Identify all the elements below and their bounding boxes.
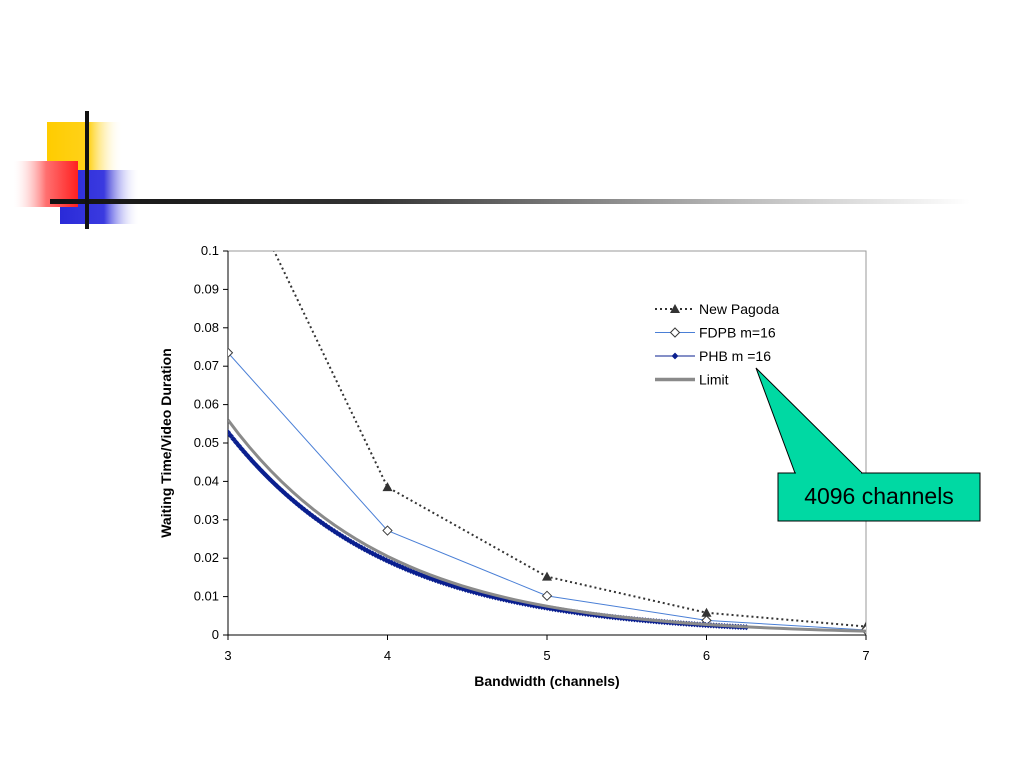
x-axis-title: Bandwidth (channels) <box>474 673 619 689</box>
y-tick-label: 0.1 <box>201 243 219 258</box>
legend: New Pagoda FDPB m=16 PHB m =16 Limit <box>655 301 779 388</box>
data-point-diamond <box>315 517 322 524</box>
data-point-diamond <box>345 536 352 543</box>
data-point-diamond <box>671 352 679 360</box>
data-point-diamond <box>306 510 313 517</box>
data-point-diamond <box>309 512 316 520</box>
x-tick-label: 3 <box>224 648 231 663</box>
data-point-diamond <box>328 526 335 533</box>
legend-label: PHB m =16 <box>699 348 771 364</box>
legend-item: PHB m =16 <box>655 348 771 364</box>
callout: 4096 channels <box>755 367 981 522</box>
data-point-diamond <box>388 559 395 566</box>
legend-label: New Pagoda <box>699 301 779 317</box>
header-rule <box>50 199 970 204</box>
y-tick-label: 0 <box>212 627 219 642</box>
data-point-diamond <box>361 546 368 553</box>
data-point-diamond <box>301 506 308 513</box>
data-point-diamond <box>350 540 357 547</box>
callout-box <box>777 472 981 522</box>
legend-item: New Pagoda <box>655 301 779 317</box>
data-point-diamond <box>295 502 302 509</box>
data-point-diamond <box>669 327 681 338</box>
callout-label: 4096 channels <box>804 483 954 509</box>
data-point-diamond <box>541 590 553 602</box>
data-point-diamond <box>342 535 349 542</box>
data-point-diamond <box>382 525 393 536</box>
data-point-diamond <box>304 508 311 515</box>
data-point-diamond <box>228 429 232 436</box>
legend-item: Limit <box>655 372 729 388</box>
data-point-diamond <box>377 554 384 561</box>
data-point-diamond <box>375 553 382 560</box>
y-tick-label: 0.07 <box>194 358 219 373</box>
data-point-diamond <box>394 562 401 569</box>
y-tick-label: 0.05 <box>194 435 219 450</box>
y-tick-label: 0.01 <box>194 589 219 604</box>
data-point-diamond <box>228 432 234 439</box>
data-point-diamond <box>246 455 253 462</box>
axes: 0 0.01 0.02 0.03 0.04 0.05 0.06 0.07 0.08 0.09 0.1… <box>194 243 870 663</box>
data-point-triangle <box>223 150 233 159</box>
data-point-diamond <box>331 528 338 535</box>
y-tick-label: 0.09 <box>194 281 219 296</box>
data-point-diamond <box>293 500 300 507</box>
data-point-diamond <box>323 522 330 529</box>
data-point-triangle <box>382 482 393 492</box>
data-point-diamond <box>238 445 245 452</box>
data-point-diamond <box>228 347 234 358</box>
x-tick-label: 6 <box>703 648 710 663</box>
data-point-diamond <box>358 544 365 551</box>
legend-item: FDPB m=16 <box>655 325 776 341</box>
y-axis-title: Waiting Time/Video Duration <box>158 348 174 538</box>
data-point-diamond <box>233 439 240 446</box>
y-tick-label: 0.04 <box>194 473 219 488</box>
data-point-diamond <box>235 442 242 449</box>
data-point-diamond <box>230 436 237 443</box>
series-line-limit <box>228 419 866 633</box>
data-point-triangle <box>670 304 680 313</box>
data-point-diamond <box>339 533 346 540</box>
legend-label: Limit <box>699 372 729 388</box>
y-tick-label: 0.06 <box>194 397 219 412</box>
data-point-triangle <box>701 607 712 617</box>
data-point-diamond <box>369 550 376 557</box>
y-tick-label: 0.02 <box>194 550 219 565</box>
data-point-diamond <box>249 458 256 465</box>
data-point-diamond <box>252 461 259 468</box>
y-tick-label: 0.08 <box>194 320 219 335</box>
series-layer <box>223 150 866 635</box>
vertical-bar <box>85 111 89 229</box>
legend-label: FDPB m=16 <box>699 325 776 341</box>
x-tick-label: 5 <box>543 648 550 663</box>
x-tick-label: 4 <box>384 648 391 663</box>
callout-pointer <box>755 367 864 474</box>
data-point-triangle <box>542 571 552 581</box>
data-point-diamond <box>385 558 392 565</box>
data-point-diamond <box>396 563 403 570</box>
slide-header-decoration <box>14 111 970 229</box>
data-point-diamond <box>244 452 251 459</box>
x-tick-label: 7 <box>862 648 869 663</box>
y-tick-label: 0.03 <box>194 512 219 527</box>
data-point-diamond <box>241 449 248 456</box>
data-point-diamond <box>312 515 319 522</box>
